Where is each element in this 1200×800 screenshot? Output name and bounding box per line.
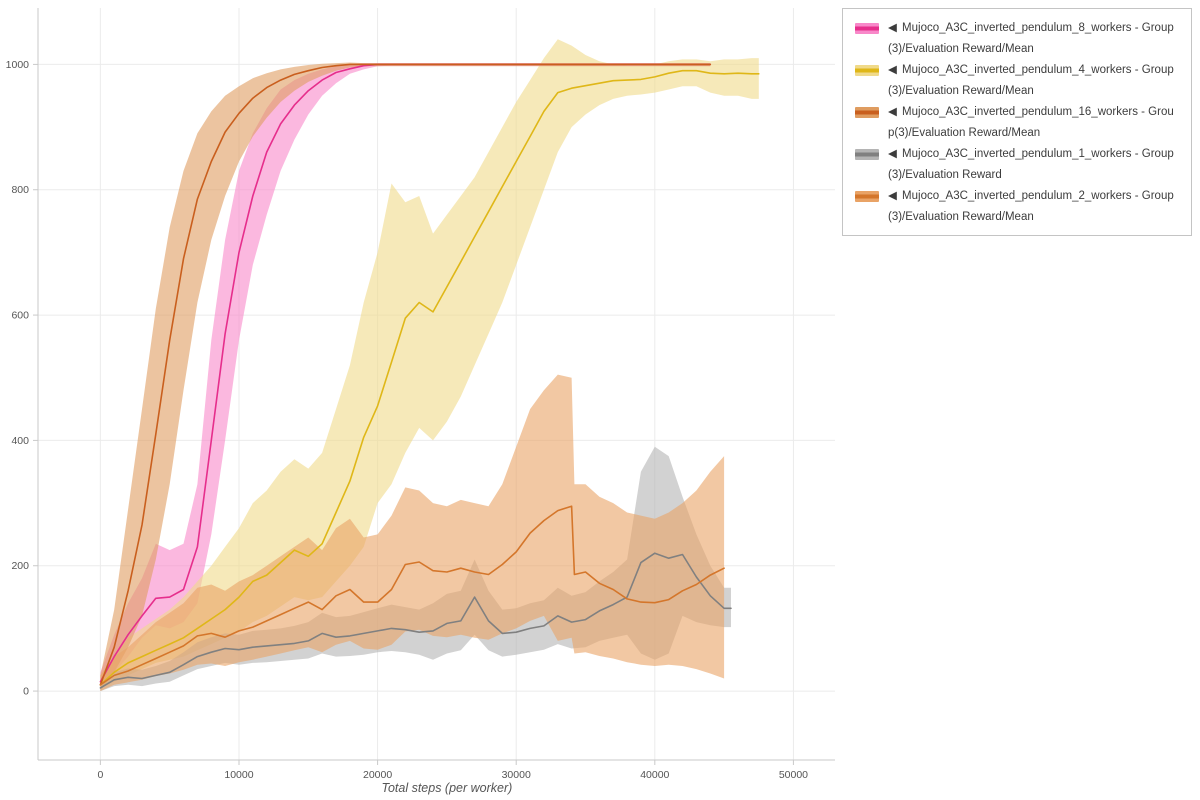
legend-swatch-icon	[855, 191, 879, 202]
tick-labels: 0 10000 20000 30000 40000 50000 0 200 400 600 800 1…	[6, 59, 809, 781]
y-tick-label: 800	[11, 184, 29, 196]
y-tick-label: 200	[11, 560, 29, 572]
legend-swatch-icon	[855, 149, 879, 160]
line-series-3	[99, 552, 732, 689]
confidence-bands	[100, 39, 759, 692]
line-series-4	[99, 505, 725, 686]
line-series-2	[99, 63, 712, 686]
legend-collapse-icon: ◀	[888, 64, 897, 76]
axes	[37, 8, 835, 761]
y-tick-label: 0	[23, 686, 29, 698]
x-tick-label: 40000	[640, 769, 669, 781]
legend-series-name: Mujoco_A3C_inverted_pendulum_2_workers -…	[888, 190, 1174, 223]
legend-collapse-icon: ◀	[888, 22, 897, 34]
legend-item-label: ◀ Mujoco_A3C_inverted_pendulum_2_workers…	[888, 186, 1179, 228]
series-lines	[99, 63, 760, 689]
x-tick-label: 30000	[502, 769, 531, 781]
band-series-4	[100, 374, 725, 692]
y-tick-label: 400	[11, 435, 29, 447]
legend-item-label: ◀ Mujoco_A3C_inverted_pendulum_8_workers…	[888, 18, 1179, 60]
line-series-1	[99, 69, 760, 686]
legend-item-0[interactable]: ◀ Mujoco_A3C_inverted_pendulum_8_workers…	[855, 18, 1179, 60]
legend-series-name: Mujoco_A3C_inverted_pendulum_8_workers -…	[888, 22, 1174, 55]
band-series-1	[100, 39, 759, 688]
legend-swatch-icon	[855, 23, 879, 34]
legend-swatch-icon	[855, 107, 879, 118]
legend-series-name: Mujoco_A3C_inverted_pendulum_4_workers -…	[888, 64, 1174, 97]
y-tick-label: 600	[11, 310, 29, 322]
legend-item-4[interactable]: ◀ Mujoco_A3C_inverted_pendulum_2_workers…	[855, 186, 1179, 228]
legend-collapse-icon: ◀	[888, 106, 897, 118]
legend-item-label: ◀ Mujoco_A3C_inverted_pendulum_1_workers…	[888, 144, 1179, 186]
legend-collapse-icon: ◀	[888, 190, 897, 202]
x-axis-title: Total steps (per worker)	[381, 781, 512, 795]
legend-item-label: ◀ Mujoco_A3C_inverted_pendulum_4_workers…	[888, 60, 1179, 102]
legend-series-name: Mujoco_A3C_inverted_pendulum_16_workers …	[888, 106, 1174, 139]
legend-item-label: ◀ Mujoco_A3C_inverted_pendulum_16_worker…	[888, 102, 1179, 144]
line-chart-plot-area[interactable]: 0 10000 20000 30000 40000 50000 0 200 400 600 800 1…	[0, 0, 840, 800]
legend-item-2[interactable]: ◀ Mujoco_A3C_inverted_pendulum_16_worker…	[855, 102, 1179, 144]
legend-item-1[interactable]: ◀ Mujoco_A3C_inverted_pendulum_4_workers…	[855, 60, 1179, 102]
x-tick-label: 0	[97, 769, 103, 781]
legend: ◀ Mujoco_A3C_inverted_pendulum_8_workers…	[842, 8, 1192, 236]
y-tick-label: 1000	[6, 59, 30, 71]
x-tick-label: 50000	[779, 769, 808, 781]
x-tick-label: 20000	[363, 769, 392, 781]
legend-series-name: Mujoco_A3C_inverted_pendulum_1_workers -…	[888, 148, 1174, 181]
band-series-0	[100, 63, 711, 688]
legend-swatch-icon	[855, 65, 879, 76]
legend-collapse-icon: ◀	[888, 148, 897, 160]
legend-item-3[interactable]: ◀ Mujoco_A3C_inverted_pendulum_1_workers…	[855, 144, 1179, 186]
x-tick-label: 10000	[224, 769, 253, 781]
